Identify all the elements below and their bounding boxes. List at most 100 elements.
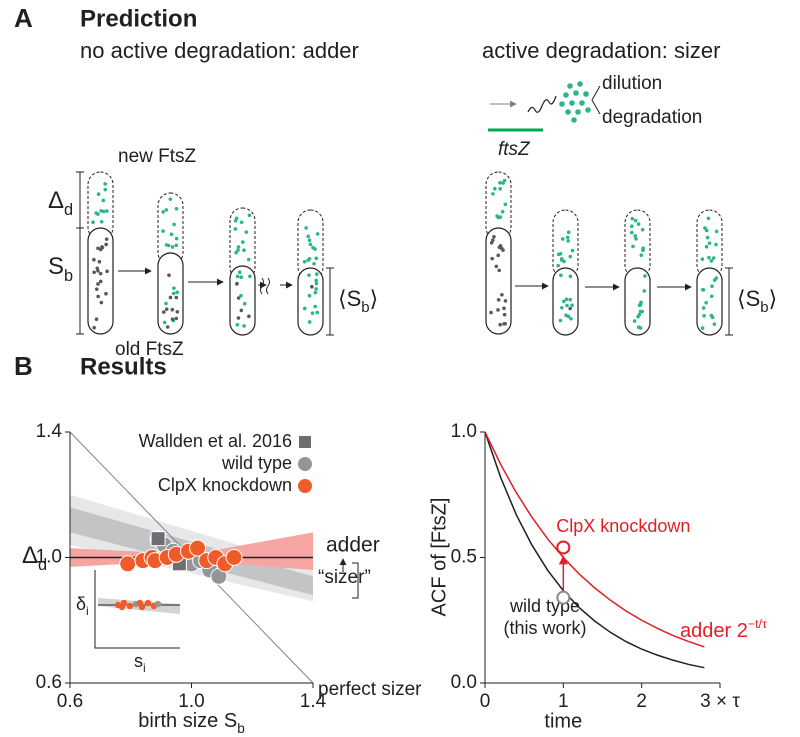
inset-point: [144, 599, 152, 607]
molecule: [496, 215, 501, 220]
molecule: [306, 234, 311, 239]
text-part: b: [760, 299, 768, 316]
molecule: [642, 289, 647, 293]
molecule: [307, 320, 312, 324]
molecule: [96, 282, 100, 286]
molecule: [175, 309, 180, 314]
molecule: [496, 253, 501, 258]
molecule: [242, 324, 246, 328]
molecule: [502, 306, 506, 311]
molecule: [310, 311, 315, 315]
series-label: (this work): [503, 618, 586, 638]
molecule: [105, 209, 109, 213]
molecule: [172, 222, 176, 227]
text-part: δ: [76, 594, 86, 614]
molecule: [497, 268, 501, 273]
size-label: Δd: [48, 187, 73, 219]
molecule: [96, 246, 100, 251]
molecule: [633, 218, 638, 223]
molecule: [566, 230, 571, 235]
molecule: [242, 301, 247, 306]
molecule: [233, 227, 238, 231]
text-part: −t/τ: [748, 617, 767, 631]
point: [556, 590, 571, 605]
text-part: i: [86, 604, 89, 618]
molecule: [568, 297, 573, 302]
molecule: [638, 326, 643, 330]
molecule: [705, 235, 710, 240]
molecule: [307, 238, 312, 243]
molecule: [94, 317, 99, 322]
molecule: [501, 181, 505, 185]
inset-label: si: [134, 651, 146, 675]
text-part: adder 2: [680, 620, 748, 642]
molecule: [104, 291, 108, 296]
break-mark: [260, 277, 270, 295]
old-part: [485, 227, 512, 335]
molecule: [636, 222, 641, 226]
y-tick-label: 0.0: [451, 672, 477, 693]
molecule: [707, 241, 712, 245]
molecule: [103, 187, 108, 192]
molecule: [168, 295, 173, 300]
text-part: ⟨S: [338, 286, 361, 311]
text-part: d: [38, 556, 47, 574]
y-axis-label: Δd: [22, 542, 47, 574]
molecule: [711, 256, 716, 260]
molecule: [91, 220, 95, 224]
molecule: [247, 314, 251, 319]
point: [150, 531, 166, 547]
molecule: [101, 198, 106, 203]
inset-axes: [94, 570, 180, 649]
inset-label: δi: [76, 594, 89, 618]
x-tick-label: 1.0: [178, 691, 204, 712]
molecule: [104, 242, 108, 247]
protein: [559, 101, 565, 107]
molecule: [637, 303, 642, 308]
cell-label: old FtsZ: [115, 339, 184, 360]
molecule: [709, 294, 714, 299]
molecule: [500, 292, 504, 297]
molecule: [314, 281, 319, 286]
x-tick-label: 1.4: [300, 691, 327, 712]
molecule: [491, 192, 495, 196]
molecule: [170, 245, 175, 249]
molecule: [498, 181, 502, 185]
molecule: [103, 182, 107, 186]
molecule: [306, 258, 310, 262]
molecule: [641, 248, 645, 253]
molecule: [496, 308, 500, 312]
protein: [571, 117, 577, 123]
text-part: d: [64, 201, 73, 219]
mrna: [527, 95, 557, 113]
molecule: [636, 314, 640, 319]
molecule: [164, 307, 169, 312]
molecule: [706, 216, 711, 221]
molecule: [501, 248, 505, 252]
molecule: [709, 259, 714, 263]
inset-point: [126, 602, 134, 610]
molecule: [307, 273, 311, 277]
molecule: [171, 291, 176, 296]
molecule: [315, 272, 319, 276]
molecule: [631, 244, 635, 249]
y-tick-label: 0.5: [451, 547, 477, 568]
molecule: [235, 274, 240, 279]
protein: [565, 109, 571, 115]
legend-label: ClpX knockdown: [158, 475, 292, 495]
molecule: [633, 234, 638, 238]
molecule: [704, 300, 708, 305]
molecule: [701, 306, 706, 310]
panel-title: Results: [80, 353, 167, 380]
molecule: [502, 312, 507, 317]
molecule: [643, 274, 647, 278]
y-tick-label: 1.0: [451, 421, 477, 442]
molecule: [235, 282, 239, 286]
molecule: [247, 213, 252, 218]
bracket: [725, 267, 733, 336]
molecule: [702, 314, 706, 318]
old-part: [624, 267, 651, 336]
molecule: [96, 294, 100, 299]
molecule: [559, 258, 564, 262]
x-axis-label: time: [544, 710, 582, 732]
